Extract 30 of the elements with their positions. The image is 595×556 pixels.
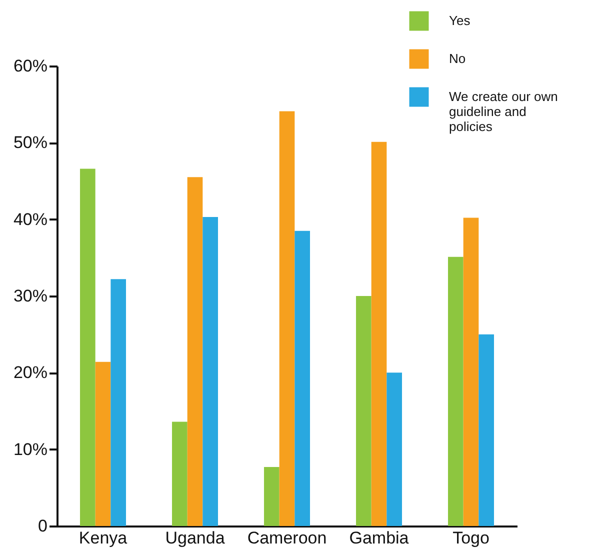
- y-tick-label: 0: [38, 516, 48, 536]
- legend-label: No: [449, 51, 466, 66]
- y-tick-label: 20%: [13, 363, 48, 382]
- legend-label: We create our own guideline and policies: [449, 89, 558, 134]
- x-tick-label: Cameroon: [247, 528, 327, 548]
- y-tick-label: 30%: [13, 286, 48, 306]
- y-tick-label: 10%: [13, 440, 48, 459]
- bar: [371, 142, 387, 526]
- x-tick-label: Togo: [452, 528, 490, 548]
- x-tick-label: Kenya: [78, 528, 128, 548]
- x-tick-label: Gambia: [349, 528, 410, 548]
- bar: [264, 466, 280, 526]
- bar: [80, 168, 96, 526]
- bar: [356, 296, 372, 526]
- y-tick-label: 40%: [13, 210, 48, 229]
- bar: [478, 334, 494, 526]
- bar: [294, 230, 310, 526]
- bar: [463, 218, 479, 526]
- bar: [172, 422, 188, 526]
- bar: [202, 217, 218, 526]
- bar: [386, 372, 402, 526]
- y-tick-label: 60%: [13, 56, 48, 76]
- bar: [110, 279, 126, 526]
- legend-label: Yes: [449, 13, 471, 28]
- bar: [448, 256, 464, 526]
- x-tick-label: Uganda: [165, 528, 226, 548]
- y-tick-label: 50%: [13, 133, 48, 152]
- bar: [95, 362, 111, 526]
- bar: [187, 177, 203, 526]
- bar: [279, 111, 295, 526]
